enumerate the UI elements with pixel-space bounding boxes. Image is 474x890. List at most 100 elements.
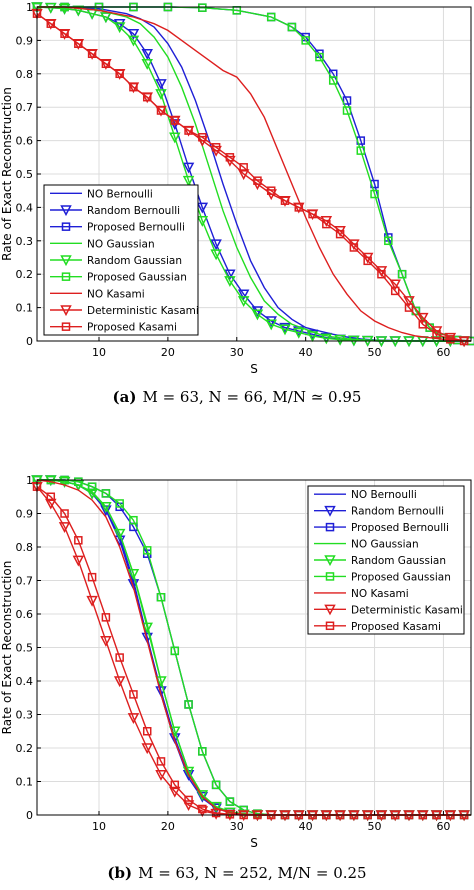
y-tick-label: 0.9 bbox=[16, 508, 34, 521]
data-point bbox=[156, 757, 166, 766]
data-point bbox=[60, 29, 69, 38]
data-point bbox=[169, 132, 181, 144]
data-point bbox=[60, 509, 69, 518]
y-tick-label: 0 bbox=[26, 335, 33, 348]
y-tick-label: 1 bbox=[26, 1, 33, 14]
y-tick-label: 0.3 bbox=[16, 709, 34, 722]
data-point bbox=[404, 303, 414, 312]
legend-label: NO Kasami bbox=[87, 288, 145, 300]
data-point bbox=[196, 806, 209, 818]
y-tick-label: 0.9 bbox=[16, 34, 34, 47]
x-tick-label: 40 bbox=[299, 820, 313, 833]
data-point bbox=[328, 76, 338, 85]
caption-b-text: M = 63, N = 252, M/N = 0.25 bbox=[138, 864, 367, 882]
data-point bbox=[87, 482, 97, 491]
legend-marker bbox=[324, 555, 336, 567]
data-point bbox=[237, 169, 250, 181]
data-point bbox=[115, 653, 124, 662]
data-point bbox=[384, 236, 393, 246]
y-tick-label: 0.8 bbox=[16, 68, 34, 81]
data-point bbox=[45, 498, 57, 510]
data-point bbox=[196, 202, 209, 214]
data-point bbox=[113, 528, 126, 540]
data-point bbox=[100, 502, 112, 513]
y-tick-label: 0.5 bbox=[16, 168, 34, 181]
legend-label: NO Kasami bbox=[351, 588, 409, 600]
data-point bbox=[142, 546, 152, 555]
data-point bbox=[86, 595, 98, 607]
data-point bbox=[127, 713, 140, 724]
data-point bbox=[334, 334, 346, 346]
data-point bbox=[86, 488, 98, 500]
data-point bbox=[101, 59, 111, 69]
legend: NO Bernoulli Random Bernoulli Proposed Ber… bbox=[307, 485, 465, 635]
data-point bbox=[224, 276, 236, 287]
legend-label: NO Gaussian bbox=[351, 539, 419, 551]
y-tick-label: 0.6 bbox=[16, 135, 34, 148]
data-point bbox=[184, 700, 193, 709]
data-point bbox=[46, 492, 56, 501]
data-point bbox=[198, 747, 207, 756]
data-point bbox=[446, 335, 455, 344]
caption-a-label: (a) bbox=[112, 388, 137, 406]
data-point bbox=[156, 106, 166, 115]
data-point bbox=[225, 797, 235, 806]
x-tick-label: 20 bbox=[161, 346, 175, 359]
x-axis-label: S bbox=[250, 362, 258, 376]
x-tick-label: 20 bbox=[161, 820, 175, 833]
data-point bbox=[308, 209, 317, 219]
data-point bbox=[211, 143, 221, 152]
data-point bbox=[253, 176, 262, 185]
data-point bbox=[397, 269, 407, 279]
data-point bbox=[115, 69, 124, 79]
legend-marker bbox=[324, 604, 336, 616]
data-point bbox=[237, 289, 250, 301]
data-point bbox=[266, 186, 276, 195]
data-point bbox=[113, 676, 126, 688]
data-point bbox=[155, 770, 167, 781]
y-tick-label: 0.7 bbox=[16, 101, 34, 114]
data-point bbox=[74, 477, 83, 486]
caption-a-text: M = 63, N = 66, M/N ≃ 0.95 bbox=[142, 388, 362, 406]
data-point bbox=[287, 22, 297, 32]
data-point bbox=[239, 163, 248, 172]
legend-label: Proposed Gaussian bbox=[87, 272, 187, 284]
data-point bbox=[182, 162, 195, 174]
legend-marker bbox=[60, 205, 72, 217]
legend-marker bbox=[325, 522, 335, 532]
legend-label: Random Gaussian bbox=[87, 255, 182, 267]
data-point bbox=[170, 116, 180, 125]
legend-marker bbox=[61, 322, 71, 331]
data-point bbox=[265, 316, 277, 328]
data-point bbox=[363, 256, 372, 266]
data-point bbox=[237, 296, 250, 308]
data-point bbox=[265, 319, 277, 331]
legend-label: Random Gaussian bbox=[351, 555, 446, 567]
y-axis-label: Rate of Exact Reconstruction bbox=[0, 87, 14, 261]
data-point bbox=[266, 12, 276, 22]
data-point bbox=[251, 309, 264, 321]
legend-label: Deterministic Kasami bbox=[351, 604, 463, 616]
data-point bbox=[279, 324, 291, 336]
data-point bbox=[315, 52, 324, 62]
data-point bbox=[432, 330, 441, 339]
data-point bbox=[211, 808, 221, 818]
y-axis-label: Rate of Exact Reconstruction bbox=[0, 561, 14, 735]
data-point bbox=[210, 239, 222, 251]
data-point bbox=[389, 279, 401, 291]
data-point bbox=[170, 780, 180, 790]
data-point bbox=[211, 780, 221, 790]
y-tick-label: 0.4 bbox=[16, 201, 34, 214]
data-point bbox=[342, 106, 352, 115]
data-point bbox=[100, 636, 112, 647]
x-tick-label: 60 bbox=[436, 820, 450, 833]
data-point bbox=[45, 2, 57, 14]
data-point bbox=[370, 189, 379, 199]
y-tick-label: 0.3 bbox=[16, 235, 34, 248]
y-tick-label: 0.1 bbox=[16, 776, 34, 789]
x-tick-label: 30 bbox=[230, 820, 244, 833]
data-point bbox=[225, 810, 235, 819]
data-point bbox=[127, 35, 140, 47]
legend: NO Bernoulli Random Bernoulli Proposed Ber… bbox=[43, 184, 199, 336]
data-point bbox=[342, 96, 352, 105]
